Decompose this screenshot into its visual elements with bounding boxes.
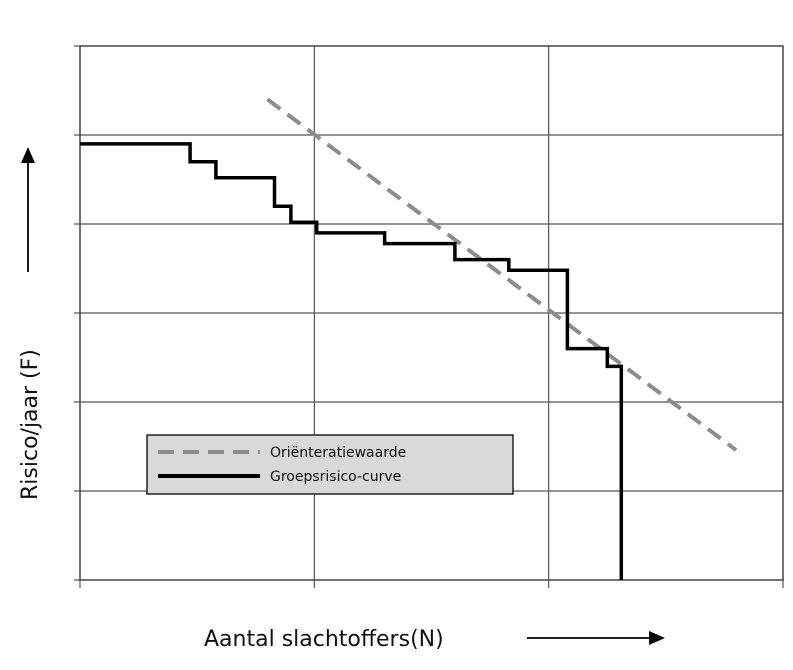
x-axis-arrow-head — [649, 631, 665, 645]
legend-label-groepsrisico-curve: Groepsrisico-curve — [270, 469, 401, 485]
legend-label-orienteratiewaarde: Oriënteratiewaarde — [270, 445, 406, 461]
series-layer — [80, 97, 738, 580]
plot-frame — [79, 45, 784, 581]
legend-box — [146, 434, 514, 495]
series-line-orienteratiewaarde — [266, 97, 738, 452]
y-axis-label: Risico/jaar (F) — [18, 349, 43, 500]
y-axis-arrow-head — [21, 147, 35, 163]
x-axis-label: Aantal slachtoffers(N) — [204, 627, 444, 652]
legend: Oriënteratiewaarde Groepsrisico-curve — [146, 434, 514, 495]
grid — [80, 46, 783, 580]
series-line-groepsrisico-curve — [80, 142, 624, 580]
axis-ticks — [74, 45, 784, 588]
